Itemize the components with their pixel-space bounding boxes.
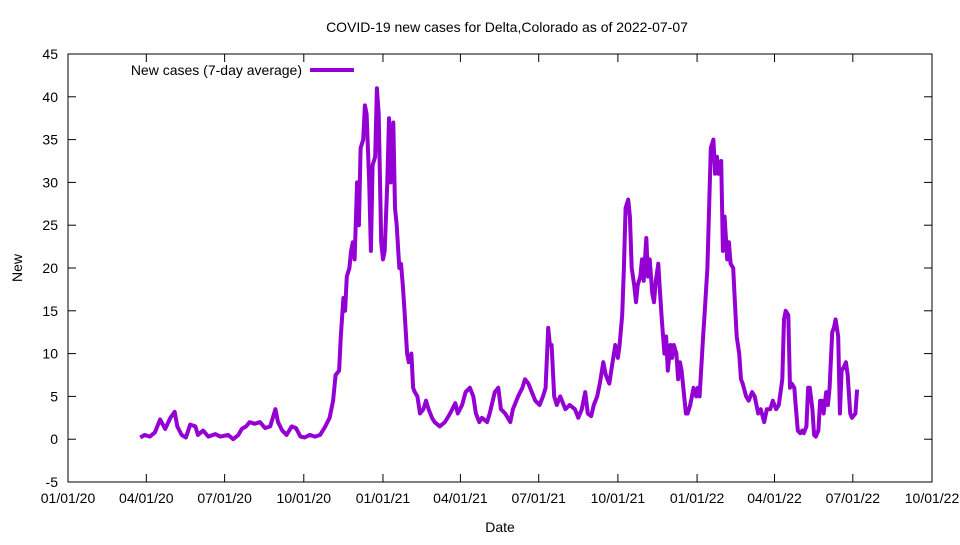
axis-ticks: -5 0 5 10 15 20 25 30 35 40 45 01/01/20 04/01/20 07/0…: [41, 46, 960, 506]
x-tick-label: 10/01/20: [277, 490, 332, 506]
x-tick-label: 10/01/22: [905, 490, 960, 506]
legend-label: New cases (7-day average): [131, 62, 302, 78]
y-tick-label: 20: [42, 260, 58, 276]
x-tick-label: 07/01/22: [826, 490, 881, 506]
y-tick-label: 25: [42, 217, 58, 233]
y-tick-label: -5: [46, 474, 59, 490]
x-tick-label: 01/01/22: [670, 490, 725, 506]
x-tick-label: 04/01/22: [747, 490, 802, 506]
y-tick-label: 30: [42, 174, 58, 190]
series-group: [140, 88, 857, 439]
y-tick-label: 35: [42, 132, 58, 148]
y-tick-label: 0: [50, 431, 58, 447]
chart-title: COVID-19 new cases for Delta,Colorado as…: [326, 19, 688, 35]
x-tick-label: 04/01/20: [119, 490, 174, 506]
x-tick-label: 07/01/21: [511, 490, 566, 506]
legend: New cases (7-day average): [131, 62, 354, 78]
x-tick-label: 01/01/20: [41, 490, 96, 506]
y-tick-label: 45: [42, 46, 58, 62]
x-axis-label: Date: [485, 519, 515, 535]
x-tick-label: 04/01/21: [433, 490, 488, 506]
series-line: [140, 88, 857, 439]
x-tick-label: 07/01/20: [197, 490, 252, 506]
plot-border: [68, 54, 932, 482]
y-axis-label: New: [9, 253, 25, 282]
x-tick-label: 01/01/21: [356, 490, 411, 506]
y-tick-label: 15: [42, 303, 58, 319]
y-tick-label: 5: [50, 388, 58, 404]
x-tick-label: 10/01/21: [591, 490, 646, 506]
y-tick-label: 40: [42, 89, 58, 105]
y-tick-label: 10: [42, 346, 58, 362]
